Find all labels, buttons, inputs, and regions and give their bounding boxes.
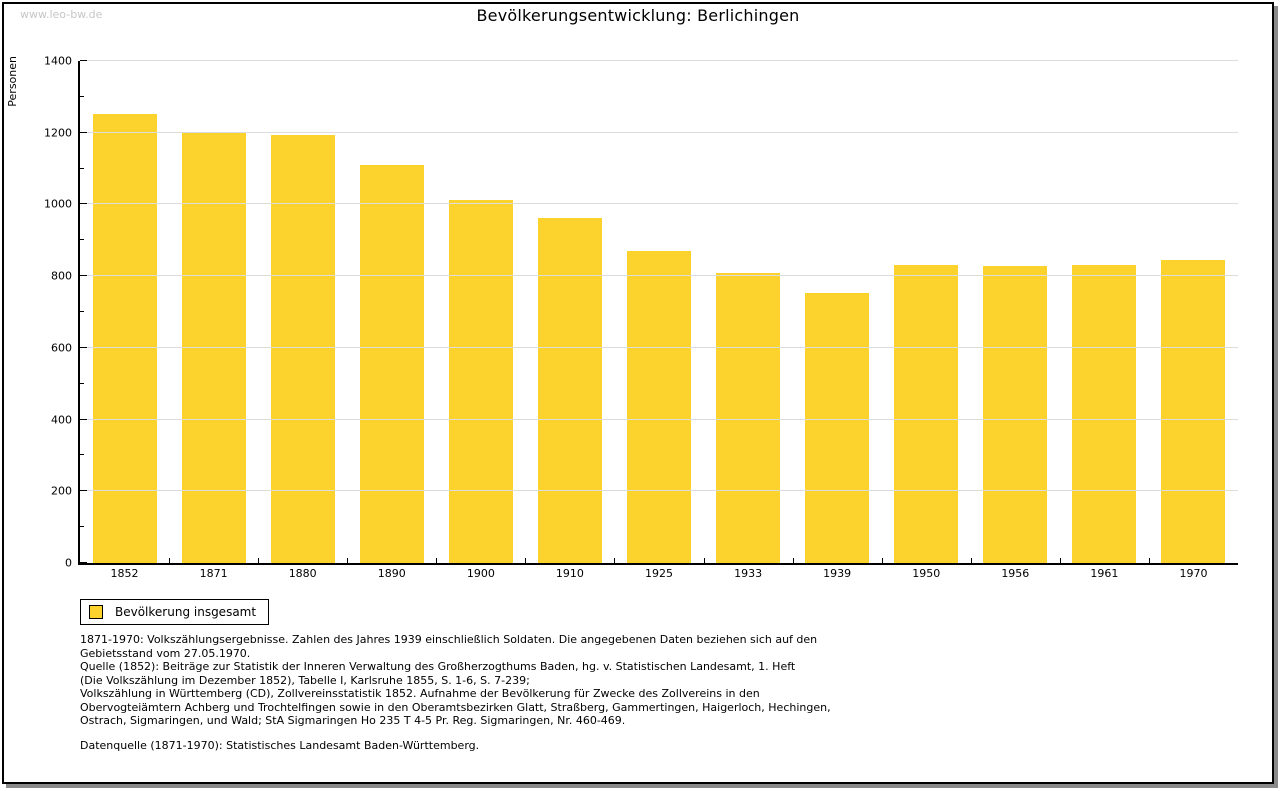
x-axis-label: 1933 bbox=[734, 567, 763, 580]
x-axis-tick bbox=[347, 558, 349, 563]
y-axis-title: Personen bbox=[6, 56, 19, 107]
y-axis-tick-label: 600 bbox=[51, 341, 72, 355]
bar-1939 bbox=[805, 293, 870, 563]
y-axis-major-tick bbox=[80, 346, 87, 348]
footnote-line: 1871-1970: Volkszählungsergebnisse. Zahl… bbox=[80, 633, 818, 646]
x-axis-tick bbox=[614, 558, 616, 563]
y-gridline bbox=[80, 203, 1238, 205]
y-axis-minor-tick bbox=[80, 167, 84, 169]
x-axis-label: 1871 bbox=[199, 567, 228, 580]
bar-1900 bbox=[448, 200, 513, 563]
bar-slot bbox=[436, 61, 525, 563]
bar-slot bbox=[525, 61, 614, 563]
legend-label: Bevölkerung insgesamt bbox=[115, 605, 257, 619]
y-axis-tick-label: 400 bbox=[51, 413, 72, 427]
x-axis-tick bbox=[792, 558, 794, 563]
y-axis-major-tick bbox=[80, 275, 87, 277]
x-axis-tick bbox=[970, 558, 972, 563]
legend-swatch-icon bbox=[89, 605, 103, 619]
y-gridline bbox=[80, 275, 1238, 277]
y-axis-major-tick bbox=[80, 562, 87, 563]
y-axis-minor-tick bbox=[80, 382, 84, 384]
bars-container bbox=[80, 61, 1238, 563]
y-axis-tick-label: 0 bbox=[65, 556, 72, 570]
y-axis-minor-tick bbox=[80, 95, 84, 97]
footnote-line: Ostrach, Sigmaringen, und Wald; StA Sigm… bbox=[80, 714, 626, 727]
y-axis-major-tick bbox=[80, 60, 87, 61]
y-axis-major-tick bbox=[80, 131, 87, 133]
x-axis-label: 1925 bbox=[645, 567, 673, 580]
footnotes: 1871-1970: Volkszählungsergebnisse. Zahl… bbox=[80, 633, 831, 728]
bar-1880 bbox=[270, 134, 335, 563]
y-axis-major-tick bbox=[80, 203, 87, 205]
x-axis-label: 1970 bbox=[1179, 567, 1208, 580]
y-gridline bbox=[80, 346, 1238, 348]
x-axis-label: 1852 bbox=[110, 567, 139, 580]
bar-1852 bbox=[92, 114, 157, 563]
bar-1956 bbox=[983, 266, 1048, 563]
footnote-line: Quelle (1852): Beiträge zur Statistik de… bbox=[80, 660, 796, 673]
footnote-line: Volkszählung in Württemberg (CD), Zollve… bbox=[80, 687, 760, 700]
bar-slot bbox=[793, 61, 882, 563]
y-axis-tick-label: 1400 bbox=[44, 54, 72, 68]
x-axis-label: 1950 bbox=[912, 567, 941, 580]
x-axis-tick bbox=[169, 558, 171, 563]
bar-slot bbox=[971, 61, 1060, 563]
page-title: Bevölkerungsentwicklung: Berlichingen bbox=[476, 6, 800, 25]
bar-1933 bbox=[716, 273, 781, 563]
bar-slot bbox=[704, 61, 793, 563]
plot-area: 0 200 400 600 800 1000 1200 1400 bbox=[44, 55, 1238, 570]
y-axis-tick-label: 800 bbox=[51, 269, 72, 283]
x-axis-tick bbox=[881, 558, 883, 563]
bar-1961 bbox=[1072, 265, 1137, 563]
bar-slot bbox=[614, 61, 703, 563]
watermark: www.leo-bw.de bbox=[20, 8, 103, 21]
x-axis-label: 1961 bbox=[1090, 567, 1119, 580]
y-axis-minor-tick bbox=[80, 239, 84, 241]
x-axis-tick bbox=[436, 558, 438, 563]
x-axis-tick bbox=[703, 558, 705, 563]
y-axis-tick-label: 1200 bbox=[44, 126, 72, 140]
legend: Bevölkerung insgesamt bbox=[80, 599, 270, 625]
bar-slot bbox=[80, 61, 169, 563]
x-axis-tick bbox=[1059, 558, 1061, 563]
x-axis-label: 1910 bbox=[555, 567, 584, 580]
datasource-line: Datenquelle (1871-1970): Statistisches L… bbox=[80, 739, 480, 752]
y-gridline bbox=[80, 131, 1238, 133]
bar-slot bbox=[1149, 61, 1238, 563]
y-gridline bbox=[80, 418, 1238, 420]
y-gridline bbox=[80, 60, 1238, 61]
footnote-line: Obervogteiämtern Achberg und Trochtelfin… bbox=[80, 700, 831, 714]
y-axis-major-tick bbox=[80, 490, 87, 492]
bar-slot bbox=[882, 61, 971, 563]
footnote-line: (Die Volkszählung im Dezember 1852), Tab… bbox=[80, 673, 530, 687]
x-axis-label: 1900 bbox=[466, 567, 495, 580]
bar-1890 bbox=[359, 165, 424, 563]
bar-slot bbox=[169, 61, 258, 563]
x-axis-label: 1956 bbox=[1001, 567, 1030, 580]
y-axis-minor-tick bbox=[80, 454, 84, 456]
x-axis-label: 1880 bbox=[288, 567, 317, 580]
bar-1950 bbox=[894, 265, 959, 563]
x-axis-tick bbox=[258, 558, 260, 563]
y-axis-tick-label: 1000 bbox=[44, 197, 72, 211]
y-axis-minor-tick bbox=[80, 526, 84, 528]
x-axis-labels: 1852 1871 1880 1890 1900 1910 1925 1933 1939 1950… bbox=[80, 567, 1238, 580]
y-axis-major-tick bbox=[80, 418, 87, 420]
x-axis-tick bbox=[525, 558, 527, 563]
y-axis-minor-tick bbox=[80, 311, 84, 312]
bar-1925 bbox=[627, 250, 691, 563]
y-axis-tick-label: 200 bbox=[51, 484, 72, 498]
y-gridline bbox=[80, 490, 1238, 492]
bar-1910 bbox=[537, 218, 602, 563]
x-axis-label: 1890 bbox=[377, 567, 406, 580]
x-axis-tick bbox=[1148, 558, 1150, 563]
bar-slot bbox=[258, 61, 347, 563]
bar-1970 bbox=[1161, 260, 1226, 563]
footnote-line: Gebietsstand vom 27.05.1970. bbox=[80, 646, 251, 660]
x-axis-label: 1939 bbox=[823, 567, 852, 580]
bar-slot bbox=[1060, 61, 1149, 563]
bar-slot bbox=[347, 61, 436, 563]
